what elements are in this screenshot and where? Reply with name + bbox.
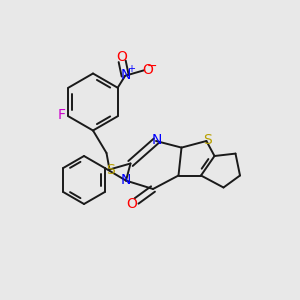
Text: F: F	[58, 108, 66, 122]
Text: O: O	[117, 50, 128, 64]
Text: +: +	[127, 64, 135, 74]
Text: −: −	[147, 60, 158, 73]
Text: N: N	[152, 133, 162, 147]
Text: S: S	[106, 164, 115, 177]
Text: S: S	[203, 133, 212, 146]
Text: O: O	[142, 63, 153, 77]
Text: N: N	[120, 68, 131, 82]
Text: N: N	[120, 173, 130, 187]
Text: O: O	[127, 197, 137, 211]
